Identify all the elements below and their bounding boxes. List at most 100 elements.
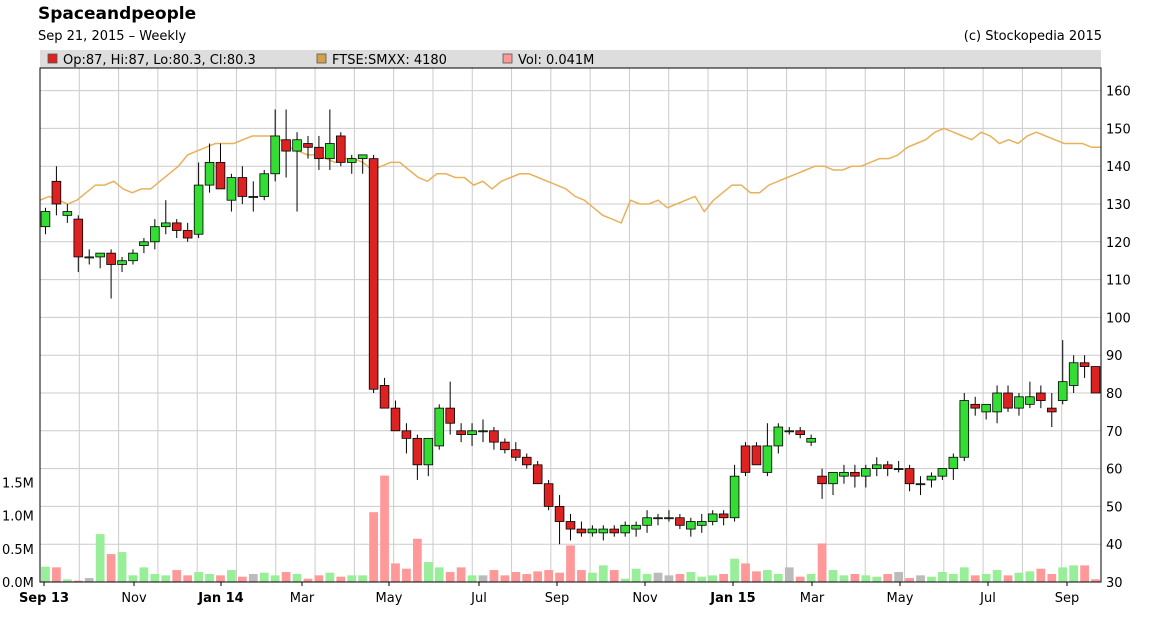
legend-bar: Op:87, Hi:87, Lo:80.3, Cl:80.3 FTSE:SMXX:…: [40, 50, 1101, 70]
candle-body: [1036, 392, 1046, 401]
chart-credit: (c) Stockopedia 2015: [963, 29, 1102, 44]
candlestick: [642, 510, 652, 533]
volume-tick-label: 0.5M: [2, 543, 34, 558]
candlestick: [226, 173, 237, 212]
candle-body: [357, 154, 368, 160]
price-tick-label: 80: [1106, 387, 1123, 402]
volume-tick-label: 1.5M: [2, 476, 34, 491]
candlestick: [565, 513, 576, 541]
candlestick: [325, 109, 335, 170]
candlestick: [161, 200, 171, 235]
candle-body: [215, 162, 226, 190]
price-tick-label: 110: [1106, 274, 1131, 289]
candle-body: [532, 464, 543, 485]
candlestick: [379, 377, 390, 409]
candle-body: [106, 252, 116, 265]
volume-bar: [642, 574, 652, 582]
volume-bar: [555, 572, 564, 582]
candlestick: [412, 434, 423, 480]
candlestick: [456, 423, 466, 443]
price-tick-label: 70: [1106, 425, 1123, 440]
candle-body: [401, 430, 412, 439]
candlestick: [237, 166, 248, 204]
volume-bar: [959, 567, 969, 582]
candlestick: [401, 423, 412, 454]
candlestick: [609, 525, 620, 537]
candlestick: [62, 204, 73, 223]
volume-bar: [402, 568, 411, 582]
candlestick: [664, 510, 674, 522]
candlestick: [729, 464, 740, 522]
candle-body: [828, 471, 838, 485]
volume-bar: [763, 570, 772, 582]
candle-body: [642, 517, 652, 526]
volume-tick-label: 1.0M: [2, 510, 34, 525]
plot-border: [39, 67, 1102, 583]
candle-body: [554, 505, 565, 522]
candle-body: [171, 222, 182, 231]
legend-swatch: [47, 53, 58, 64]
candlestick: [182, 222, 193, 242]
candlestick: [128, 249, 138, 265]
volume-bar: [205, 574, 214, 582]
candlestick: [653, 513, 663, 526]
candlestick: [850, 464, 860, 488]
volume-bar: [522, 574, 532, 582]
volume-bar: [708, 575, 718, 582]
volume-bar: [194, 572, 203, 582]
candle-body: [871, 464, 882, 470]
candle-body: [948, 456, 959, 470]
volume-bar: [358, 575, 368, 582]
candle-body: [467, 430, 477, 435]
candle-body: [182, 230, 193, 239]
candle-body: [412, 437, 423, 466]
volume-bar: [1025, 571, 1035, 582]
candle-body: [1014, 396, 1024, 409]
volume-bar: [412, 538, 422, 582]
candle-body: [379, 385, 390, 409]
legend-swatch: [502, 53, 513, 64]
candle-body: [1090, 366, 1101, 394]
candle-body: [893, 468, 904, 471]
candle-body: [576, 528, 587, 534]
candlestick: [675, 513, 685, 530]
candlestick: [740, 442, 751, 477]
candlestick: [948, 453, 959, 480]
volume-bar: [369, 512, 378, 582]
candle-body: [445, 407, 455, 424]
candlestick: [871, 457, 882, 477]
candlestick: [390, 400, 401, 432]
candlestick: [259, 169, 270, 201]
candle-body: [675, 517, 685, 526]
candlestick: [1003, 385, 1013, 412]
volume-bar: [938, 572, 947, 582]
price-tick-label: 60: [1106, 463, 1123, 478]
x-tick-label: Jan 14: [197, 591, 243, 606]
candlestick: [817, 468, 827, 499]
candlestick: [1090, 366, 1101, 394]
volume-bar: [883, 574, 893, 582]
candlestick: [1025, 381, 1035, 409]
volume-bar: [675, 574, 685, 582]
candlestick: [696, 513, 707, 533]
volume-bar: [588, 572, 597, 582]
candlestick: [1079, 355, 1090, 378]
volume-bar: [566, 545, 575, 582]
candlestick: [95, 252, 105, 269]
candlestick: [346, 154, 357, 174]
candle-body: [850, 471, 860, 477]
volume-bar: [248, 574, 258, 582]
volume-bar: [533, 571, 543, 582]
volume-tick-label: 0.0M: [2, 576, 34, 591]
price-tick-label: 90: [1106, 349, 1123, 364]
volume-bar: [423, 562, 433, 582]
volume-bar: [927, 576, 936, 582]
candle-body: [204, 162, 215, 186]
volume-bar: [511, 572, 521, 582]
volume-bar: [970, 575, 980, 582]
plot-area: 160 150 140 130 120 110 100 90 80 70 60 50 40 30 1.5M 1…: [2, 67, 1131, 606]
volume-bar: [686, 572, 696, 582]
candle-body: [390, 407, 401, 432]
volume-bar: [719, 574, 729, 582]
